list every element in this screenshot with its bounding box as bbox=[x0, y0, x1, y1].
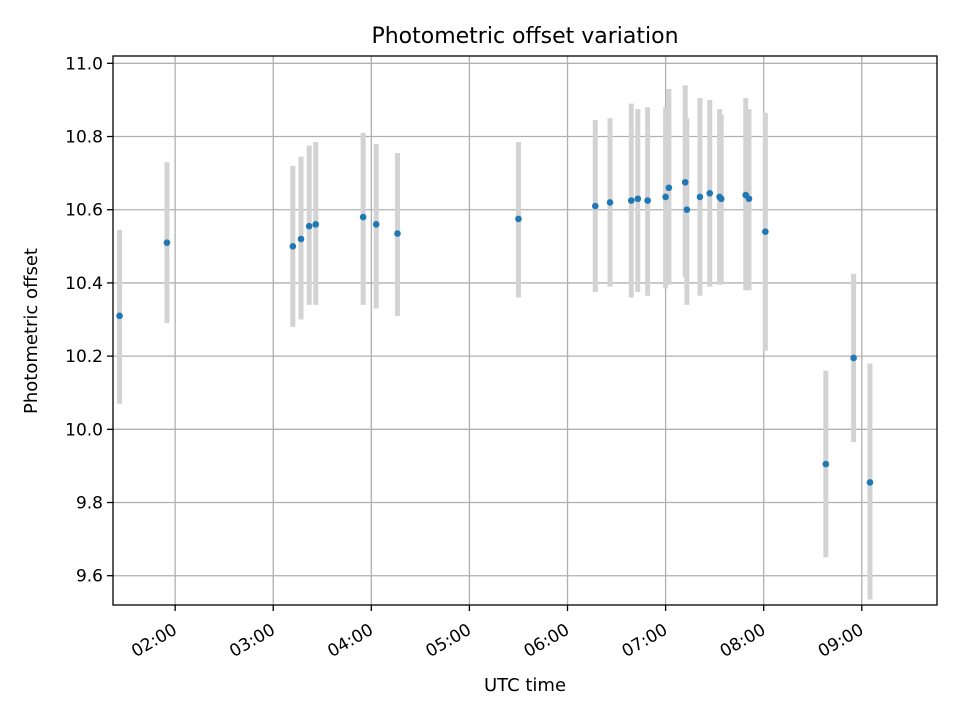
y-tick-label: 10.4 bbox=[65, 274, 103, 294]
y-axis-ticks: 9.6 9.8 10.0 10.2 10.4 10.6 10.8 11.0 bbox=[65, 54, 113, 587]
error-bars bbox=[117, 85, 873, 600]
y-tick-label: 10.2 bbox=[65, 347, 103, 367]
data-point bbox=[634, 195, 642, 203]
data-point bbox=[606, 199, 614, 206]
data-point bbox=[745, 195, 753, 203]
y-tick-label: 10.8 bbox=[65, 128, 103, 148]
data-point bbox=[312, 221, 320, 228]
x-tick-label: 07:00 bbox=[619, 620, 671, 662]
data-point bbox=[394, 230, 401, 237]
data-point bbox=[592, 202, 599, 210]
data-point bbox=[305, 222, 313, 230]
data-point bbox=[116, 312, 123, 320]
data-point bbox=[662, 193, 669, 201]
data-point bbox=[822, 460, 830, 468]
data-point bbox=[665, 184, 673, 192]
y-tick-label: 10.0 bbox=[65, 420, 103, 440]
data-point bbox=[681, 178, 689, 186]
data-point bbox=[850, 354, 857, 362]
x-tick-label: 04:00 bbox=[324, 620, 376, 662]
data-point bbox=[717, 195, 725, 203]
y-axis-label: Photometric offset bbox=[21, 248, 42, 414]
data-point bbox=[627, 197, 635, 204]
data-point bbox=[163, 239, 171, 246]
y-tick-label: 9.8 bbox=[76, 494, 103, 514]
y-tick-label: 9.6 bbox=[76, 567, 103, 587]
data-points bbox=[116, 178, 874, 486]
x-tick-label: 08:00 bbox=[717, 620, 769, 662]
data-point bbox=[706, 189, 714, 197]
x-tick-label: 03:00 bbox=[226, 620, 278, 662]
plot-area-frame bbox=[112, 55, 938, 606]
x-tick-label: 06:00 bbox=[521, 620, 573, 662]
x-axis-label: UTC time bbox=[484, 675, 566, 696]
x-tick-label: 09:00 bbox=[815, 620, 867, 662]
x-tick-label: 05:00 bbox=[422, 620, 474, 662]
x-tick-label: 02:00 bbox=[128, 620, 180, 662]
data-point bbox=[683, 206, 691, 214]
data-point bbox=[696, 193, 704, 201]
data-point bbox=[762, 228, 769, 235]
data-point bbox=[372, 221, 380, 228]
x-axis-ticks: 02:00 03:00 04:00 05:00 06:00 07:00 08:00 09:00 bbox=[128, 605, 867, 662]
y-tick-label: 10.6 bbox=[65, 201, 103, 221]
data-point bbox=[289, 243, 297, 250]
data-point bbox=[359, 213, 367, 221]
data-point bbox=[866, 479, 874, 486]
chart-title: Photometric offset variation bbox=[371, 24, 678, 49]
y-tick-label: 11.0 bbox=[65, 54, 103, 74]
data-point bbox=[515, 215, 522, 223]
data-point bbox=[644, 197, 651, 204]
grid bbox=[113, 56, 937, 605]
data-point bbox=[297, 235, 305, 243]
